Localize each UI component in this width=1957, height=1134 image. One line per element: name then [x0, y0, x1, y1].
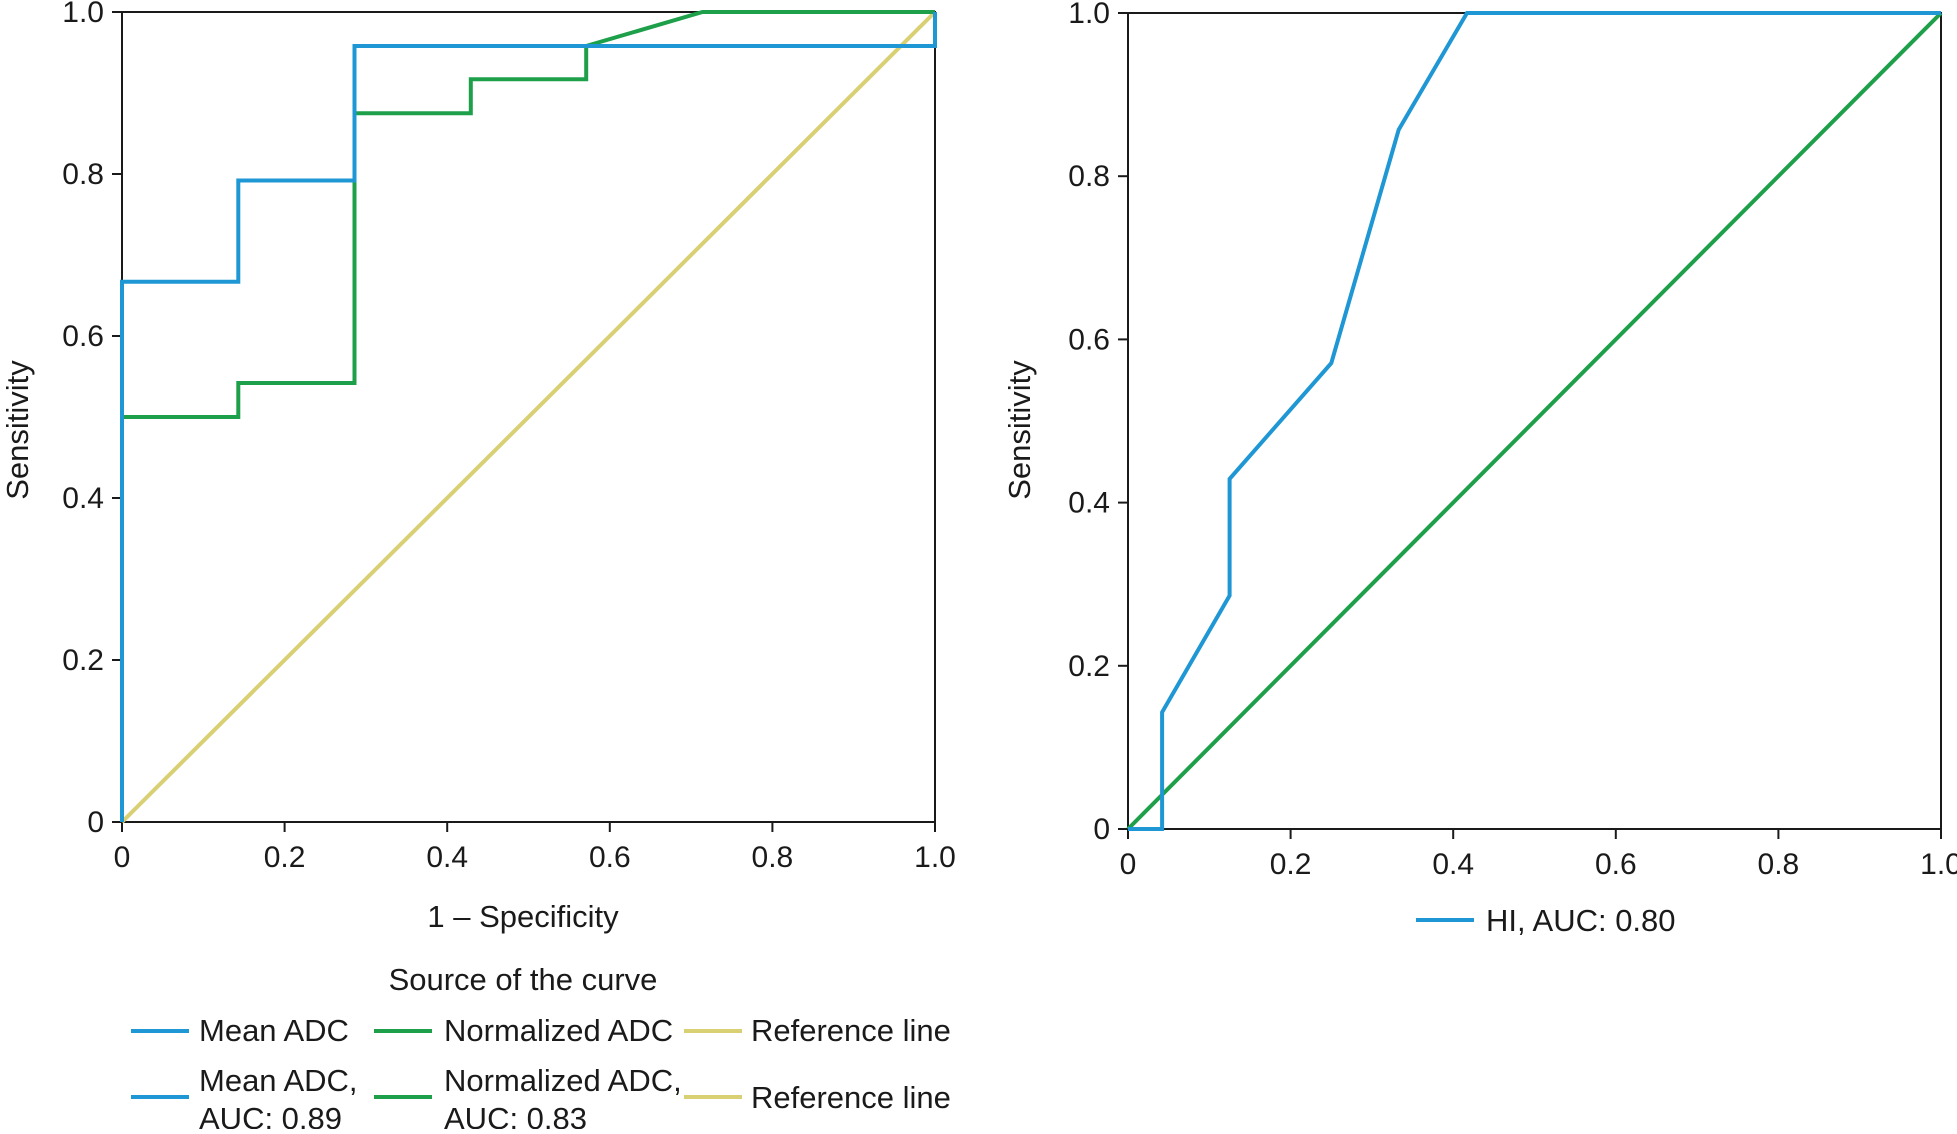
x-tick-label: 1.0 [1920, 848, 1957, 881]
legend-label-reference-line-2: Reference line [751, 1080, 951, 1115]
x-tick-label: 0 [1120, 848, 1137, 881]
y-tick-label: 0.4 [62, 482, 104, 515]
series-group-left [120, 10, 937, 824]
y-tick-label: 0.8 [62, 158, 104, 191]
y-axis-ticks-left: 0 0.2 0.4 0.6 0.8 1.0 [62, 0, 122, 839]
x-tick-label: 0.4 [426, 841, 468, 874]
x-tick-label: 0.2 [264, 841, 306, 874]
y-tick-label: 0.6 [1068, 323, 1110, 356]
legend-label-mean-adc: Mean ADC [199, 1013, 349, 1048]
y-tick-label: 0.6 [62, 320, 104, 353]
y-tick-label: 0.4 [1068, 487, 1110, 520]
y-tick-label: 0.8 [1068, 160, 1110, 193]
y-axis-title-left: Sensitivity [0, 360, 35, 500]
x-tick-label: 0.2 [1270, 848, 1312, 881]
y-axis-title-right: Sensitivity [1002, 360, 1037, 500]
legend-label-normalized-adc: Normalized ADC [444, 1013, 673, 1048]
legend-right: HI, AUC: 0.80 [1416, 903, 1676, 938]
roc-chart-left: 0 0.2 0.4 0.6 0.8 1.0 0 0.2 0.4 0.6 0.8 1.0 Sensit… [0, 0, 956, 1134]
x-tick-label: 0 [114, 841, 131, 874]
x-tick-label: 0.4 [1432, 848, 1474, 881]
series-group-right [1126, 11, 1943, 831]
legend-label-normalized-adc-auc: Normalized ADC, AUC: 0.83 [444, 1063, 682, 1129]
x-axis-title-left: 1 – Specificity [427, 899, 619, 934]
x-tick-label: 1.0 [914, 841, 956, 874]
x-axis-ticks-left: 0 0.2 0.4 0.6 0.8 1.0 [114, 822, 956, 874]
roc-chart-right: 0 0.2 0.4 0.6 0.8 1.0 0 0.2 0.4 0.6 0.8 1.0 Sensit… [1002, 0, 1957, 938]
x-tick-label: 0.8 [752, 841, 794, 874]
x-tick-label: 0.8 [1758, 848, 1800, 881]
x-tick-label: 0.6 [589, 841, 631, 874]
series-line-hi-auc-0-80 [1128, 11, 1941, 831]
y-tick-label: 0.2 [62, 644, 104, 677]
legend-label-mean-adc-auc: Mean ADC, AUC: 0.89 [199, 1063, 358, 1129]
y-tick-label: 1.0 [62, 0, 104, 29]
legend-title: Source of the curve [389, 962, 658, 997]
x-axis-ticks-right: 0 0.2 0.4 0.6 0.8 1.0 [1120, 829, 1957, 881]
y-tick-label: 0.2 [1068, 650, 1110, 683]
series-line-mean-adc [120, 12, 937, 822]
legend-left: Source of the curve Mean ADC Normalized … [131, 962, 951, 1134]
series-line-reference-line [120, 10, 937, 824]
y-tick-label: 0 [1093, 813, 1110, 846]
series-line-normalized-adc [120, 10, 935, 822]
legend-label-reference-line: Reference line [751, 1013, 951, 1048]
x-tick-label: 0.6 [1595, 848, 1637, 881]
y-tick-label: 1.0 [1068, 0, 1110, 30]
y-tick-label: 0 [87, 806, 104, 839]
legend-label-hi: HI, AUC: 0.80 [1486, 903, 1676, 938]
y-axis-ticks-right: 0 0.2 0.4 0.6 0.8 1.0 [1068, 0, 1128, 846]
series-line-diagonal [1126, 11, 1943, 831]
